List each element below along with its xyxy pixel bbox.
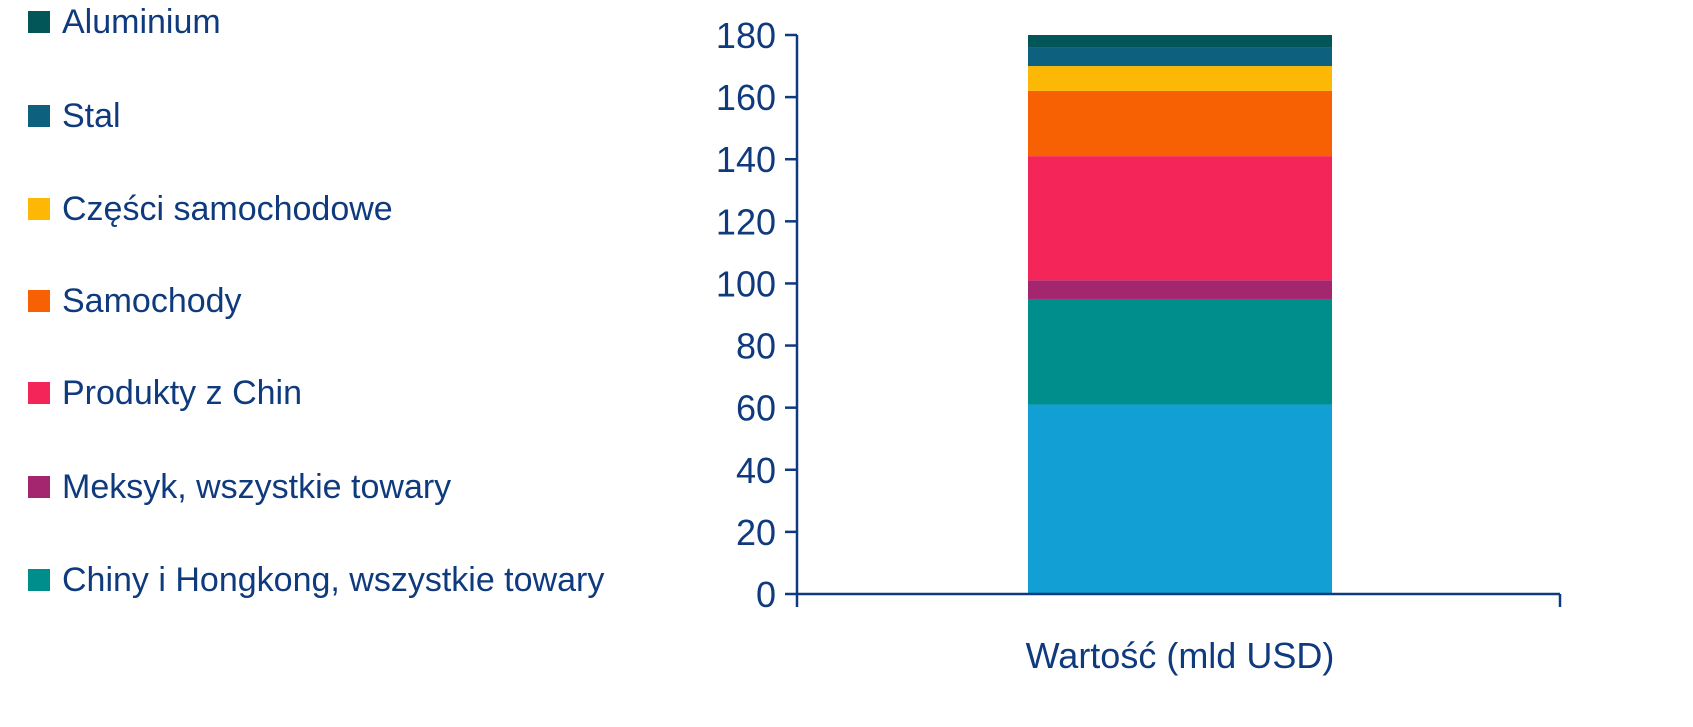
bar-segment-7 xyxy=(1028,35,1332,48)
bar-segment-0 xyxy=(1028,404,1332,594)
legend-swatch xyxy=(28,290,50,312)
y-tick-label: 0 xyxy=(756,574,776,615)
legend-label: Meksyk, wszystkie towary xyxy=(62,467,452,506)
bar-segment-5 xyxy=(1028,66,1332,91)
legend-swatch xyxy=(28,198,50,220)
legend-item: Aluminium xyxy=(28,2,221,42)
y-tick-label: 80 xyxy=(736,326,776,367)
y-tick-label: 20 xyxy=(736,512,776,553)
legend-item: Produkty z Chin xyxy=(28,373,302,413)
bar-segment-3 xyxy=(1028,156,1332,281)
legend-swatch xyxy=(28,11,50,33)
legend-item: Samochody xyxy=(28,281,242,321)
y-tick-label: 140 xyxy=(716,139,776,180)
y-tick-label: 100 xyxy=(716,263,776,304)
bar-segment-2 xyxy=(1028,280,1332,299)
y-tick-label: 120 xyxy=(716,201,776,242)
legend-label: Chiny i Hongkong, wszystkie towary xyxy=(62,560,605,599)
legend-swatch xyxy=(28,105,50,127)
legend-label: Części samochodowe xyxy=(62,189,393,228)
y-tick-label: 160 xyxy=(716,77,776,118)
legend-label: Samochody xyxy=(62,281,242,320)
legend-swatch xyxy=(28,569,50,591)
legend-swatch xyxy=(28,382,50,404)
y-tick-label: 60 xyxy=(736,388,776,429)
y-tick-label: 180 xyxy=(716,15,776,56)
bar-segment-1 xyxy=(1028,298,1332,405)
legend-swatch xyxy=(28,476,50,498)
legend-label: Stal xyxy=(62,96,121,135)
legend-label: Produkty z Chin xyxy=(62,373,302,412)
legend-item: Chiny i Hongkong, wszystkie towary xyxy=(28,560,604,600)
legend-item: Części samochodowe xyxy=(28,189,393,229)
x-category-label: Wartość (mld USD) xyxy=(1026,635,1335,676)
legend-item: Meksyk, wszystkie towary xyxy=(28,467,451,507)
bar-segment-4 xyxy=(1028,90,1332,157)
bar-segment-6 xyxy=(1028,47,1332,67)
legend-label: Aluminium xyxy=(62,2,221,41)
y-tick-label: 40 xyxy=(736,450,776,491)
legend-item: Stal xyxy=(28,96,121,136)
